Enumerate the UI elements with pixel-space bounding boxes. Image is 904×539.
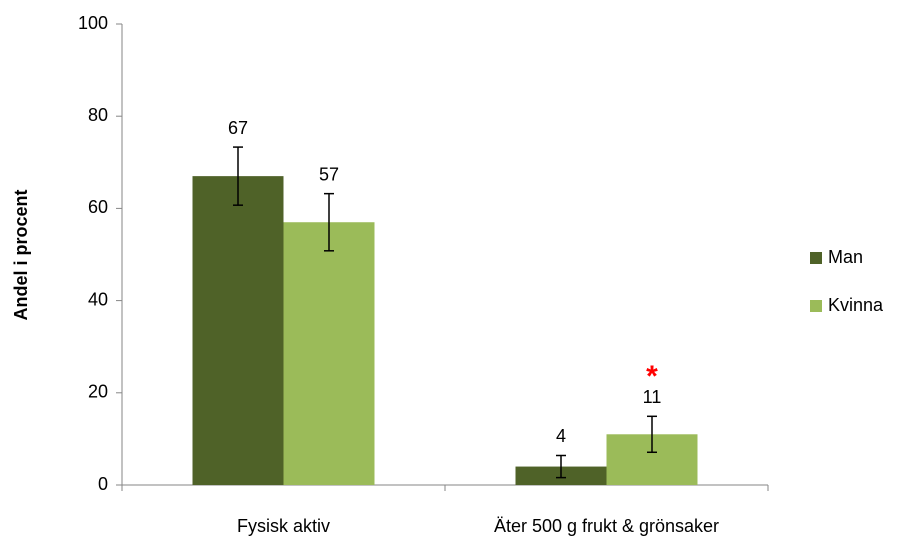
error-bar (647, 415, 657, 454)
bar (192, 176, 284, 485)
data-label: 4 (556, 426, 566, 446)
annotation: * (646, 360, 658, 393)
data-label: 57 (319, 164, 339, 184)
error-bar (233, 146, 243, 206)
legend-label: Kvinna (828, 295, 884, 315)
data-label: 67 (228, 118, 248, 138)
data-label: 11 (643, 387, 662, 407)
legend-label: Man (828, 247, 863, 267)
legend-swatch (810, 300, 822, 312)
error-bar (324, 192, 334, 252)
x-tick-label: Fysisk aktiv (237, 516, 330, 536)
y-tick-label: 20 (88, 382, 108, 402)
y-tick-label: 40 (88, 289, 108, 309)
y-tick-label: 0 (98, 474, 108, 494)
y-tick-label: 60 (88, 197, 108, 217)
legend-swatch (810, 252, 822, 264)
error-bar (556, 454, 566, 479)
bar (283, 222, 375, 486)
y-tick-label: 100 (78, 13, 108, 33)
y-tick-label: 80 (88, 105, 108, 125)
y-axis-label: Andel i procent (11, 189, 31, 320)
x-tick-label: Äter 500 g frukt & grönsaker (494, 516, 719, 536)
